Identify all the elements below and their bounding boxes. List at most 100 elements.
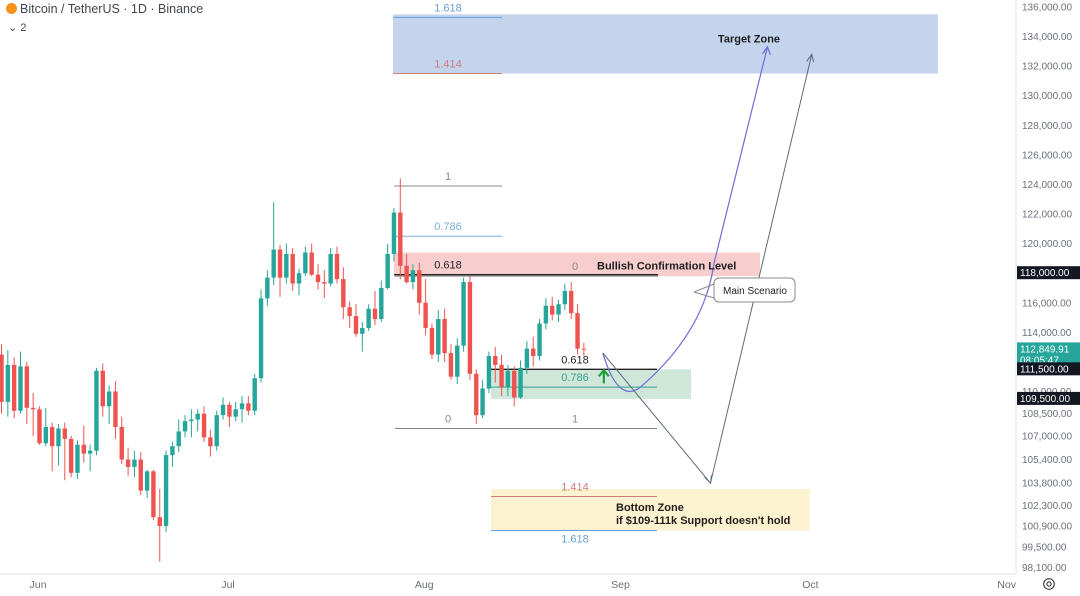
candle xyxy=(37,406,42,445)
callout-box xyxy=(713,277,796,303)
candle xyxy=(56,424,61,466)
candle-body xyxy=(417,270,422,303)
candle xyxy=(410,264,416,290)
fib-label-support-0: 0 xyxy=(445,413,451,425)
candle xyxy=(404,253,409,284)
candle xyxy=(43,407,49,447)
candle-body xyxy=(404,265,409,283)
candle-body xyxy=(163,455,169,527)
candle-body xyxy=(556,304,561,315)
candle-body xyxy=(18,366,23,411)
candle-body xyxy=(429,327,435,355)
candle xyxy=(303,246,308,277)
candle xyxy=(505,364,511,396)
target-zone xyxy=(393,14,938,74)
price-tick-label: 132,000.00 xyxy=(1022,62,1072,73)
callout-pointer-lower xyxy=(693,291,715,299)
candle-body xyxy=(5,364,11,402)
candle-body xyxy=(391,212,397,254)
candle-body xyxy=(75,444,80,473)
bottom-scenario-arrowhead xyxy=(704,475,712,485)
main-scenario-arrowhead xyxy=(761,45,771,56)
fib-label-upper-extension-1.618: 1.618 xyxy=(434,2,462,14)
price-tick-label: 128,000.00 xyxy=(1022,121,1072,132)
candle xyxy=(75,440,80,479)
price-tick-label: 130,000.00 xyxy=(1022,91,1072,102)
candle xyxy=(581,342,587,357)
candle xyxy=(214,410,219,451)
candles-group xyxy=(0,178,587,562)
candle-body xyxy=(252,378,257,411)
candle-body xyxy=(37,409,42,444)
bottom-zone-label: Bottom Zone xyxy=(616,502,684,514)
price-tick-label: 126,000.00 xyxy=(1022,150,1072,161)
price-marker-label: 111,500.00 xyxy=(1020,364,1069,375)
time-tick-label: Aug xyxy=(415,579,434,591)
candle xyxy=(170,441,175,467)
fib-label-upper-extension-1.414: 1.414 xyxy=(434,59,462,71)
symbol-title[interactable]: Bitcoin / TetherUS · 1D · Binance xyxy=(6,2,203,16)
candle xyxy=(493,347,498,383)
candle xyxy=(436,310,441,362)
bullish-confirmation-zone xyxy=(394,252,760,277)
candle xyxy=(258,289,264,383)
candle xyxy=(480,379,485,419)
fib-label-retracement-0: 0 xyxy=(572,261,578,273)
price-tick-label: 98,100.00 xyxy=(1022,563,1067,574)
candle-body xyxy=(347,307,352,317)
price-marker-109,500.00 xyxy=(1017,391,1080,405)
fib-label-retracement-0.618: 0.618 xyxy=(434,260,462,272)
candle xyxy=(265,270,270,306)
candle xyxy=(24,361,30,425)
candle xyxy=(94,367,99,456)
price-tick-label: 108,500.00 xyxy=(1022,409,1072,420)
candle-body xyxy=(524,348,530,368)
candle xyxy=(106,385,112,425)
candle xyxy=(524,341,530,374)
candle-body xyxy=(277,249,283,278)
candle xyxy=(138,452,143,496)
target-zone-label: Target Zone xyxy=(718,33,780,45)
candle xyxy=(30,392,36,436)
indicator-toggle[interactable]: ⌄ 2 xyxy=(8,22,27,34)
candle xyxy=(284,243,289,284)
candle xyxy=(87,444,93,472)
fib-label-support-0.786: 0.786 xyxy=(561,372,589,384)
candle xyxy=(296,268,302,296)
candle xyxy=(189,409,194,438)
candle xyxy=(0,344,4,414)
candle xyxy=(417,262,422,315)
candle-body xyxy=(11,364,17,411)
candle-body xyxy=(334,253,340,280)
candle-body xyxy=(214,415,219,447)
candle-body xyxy=(322,282,327,284)
candle-body xyxy=(353,316,359,334)
candle xyxy=(366,304,371,331)
time-tick-label: Sep xyxy=(611,579,630,591)
candle-body xyxy=(328,253,333,284)
bullish-confirmation-label: Bullish Confirmation Level xyxy=(597,260,736,272)
candle xyxy=(423,279,428,336)
candle-body xyxy=(480,388,485,416)
candle xyxy=(556,299,561,323)
candle-body xyxy=(170,446,175,456)
candle xyxy=(113,381,118,439)
candle-body xyxy=(100,370,105,407)
candle xyxy=(347,301,352,328)
main-scenario-label: Main Scenario xyxy=(723,286,787,297)
candle xyxy=(385,243,390,290)
candle-body xyxy=(246,403,251,411)
candle-body xyxy=(265,277,270,299)
candle xyxy=(531,336,536,367)
price-marker-label: 109,500.00 xyxy=(1020,394,1070,405)
fib-label-support-0.618: 0.618 xyxy=(561,354,589,366)
candle xyxy=(163,450,169,533)
candle-body xyxy=(550,305,555,315)
candle-body xyxy=(442,319,447,354)
gear-icon[interactable] xyxy=(1042,577,1056,591)
candle xyxy=(328,248,333,287)
fib-label-lower-extension-1.618: 1.618 xyxy=(561,534,589,546)
candle-body xyxy=(379,287,384,320)
candle xyxy=(227,401,232,428)
